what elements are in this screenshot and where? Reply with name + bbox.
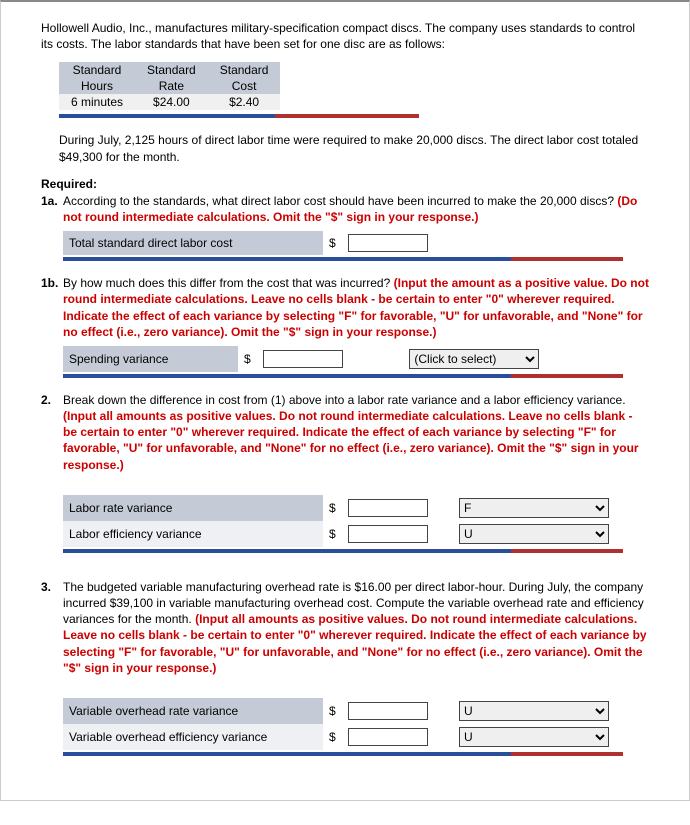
q2-row1-label: Labor rate variance xyxy=(63,495,323,521)
q2-answer-table: Labor rate variance $ F Labor efficiency… xyxy=(63,495,649,547)
q1a-input[interactable] xyxy=(348,234,428,252)
dollar-sign: $ xyxy=(323,698,342,724)
q3-answer-table: Variable overhead rate variance $ U Vari… xyxy=(63,698,649,750)
question-2: 2. Break down the difference in cost fro… xyxy=(41,392,649,473)
q1b-text: By how much does this differ from the co… xyxy=(63,276,394,290)
q1a-row-label: Total standard direct labor cost xyxy=(63,231,323,255)
standards-table: Standard Standard Standard Hours Rate Co… xyxy=(59,62,280,110)
std-col1-h2: Hours xyxy=(59,78,135,94)
accent-bar xyxy=(63,374,623,378)
question-3: 3. The budgeted variable manufacturing o… xyxy=(41,579,649,676)
std-col3-h1: Standard xyxy=(208,62,281,78)
intro-text: Hollowell Audio, Inc., manufactures mili… xyxy=(41,20,649,52)
dollar-sign: $ xyxy=(238,346,257,372)
dollar-sign: $ xyxy=(323,495,342,521)
q2-text: Break down the difference in cost from (… xyxy=(63,393,626,407)
q1b-select[interactable]: (Click to select) xyxy=(409,349,539,369)
q2-number: 2. xyxy=(41,392,63,473)
q2-row1-select[interactable]: F xyxy=(459,498,609,518)
required-heading: Required: xyxy=(41,177,649,191)
question-1a: 1a. According to the standards, what dir… xyxy=(41,193,649,225)
q2-hint: (Input all amounts as positive values. D… xyxy=(63,409,639,472)
q3-row1-input[interactable] xyxy=(348,702,428,720)
accent-bar xyxy=(59,114,419,118)
q1b-answer-table: Spending variance $ (Click to select) xyxy=(63,346,649,372)
q3-row1-select[interactable]: U xyxy=(459,701,609,721)
q3-row1-label: Variable overhead rate variance xyxy=(63,698,323,724)
q3-row2-select[interactable]: U xyxy=(459,727,609,747)
std-col1-h1: Standard xyxy=(59,62,135,78)
q3-number: 3. xyxy=(41,579,63,676)
dollar-sign: $ xyxy=(323,521,342,547)
q1a-number: 1a. xyxy=(41,193,63,225)
q2-row2-input[interactable] xyxy=(348,525,428,543)
q1a-text: According to the standards, what direct … xyxy=(63,194,617,208)
accent-bar xyxy=(63,752,623,756)
q1b-row-label: Spending variance xyxy=(63,346,238,372)
question-page: Hollowell Audio, Inc., manufactures mili… xyxy=(0,0,690,801)
question-1b: 1b. By how much does this differ from th… xyxy=(41,275,649,340)
accent-bar xyxy=(63,257,623,261)
q2-row1-input[interactable] xyxy=(348,499,428,517)
q2-row2-select[interactable]: U xyxy=(459,524,609,544)
during-text: During July, 2,125 hours of direct labor… xyxy=(59,132,649,164)
q3-row2-input[interactable] xyxy=(348,728,428,746)
accent-bar xyxy=(63,549,623,553)
std-col3-h2: Cost xyxy=(208,78,281,94)
std-col2-h1: Standard xyxy=(135,62,208,78)
q2-row2-label: Labor efficiency variance xyxy=(63,521,323,547)
std-col2-val: $24.00 xyxy=(135,94,208,110)
std-col3-val: $2.40 xyxy=(208,94,281,110)
q1b-number: 1b. xyxy=(41,275,63,340)
std-col2-h2: Rate xyxy=(135,78,208,94)
dollar-sign: $ xyxy=(323,724,342,750)
dollar-sign: $ xyxy=(323,231,342,255)
q1a-answer-table: Total standard direct labor cost $ xyxy=(63,231,649,255)
q1b-input[interactable] xyxy=(263,350,343,368)
q3-row2-label: Variable overhead efficiency variance xyxy=(63,724,323,750)
std-col1-val: 6 minutes xyxy=(59,94,135,110)
